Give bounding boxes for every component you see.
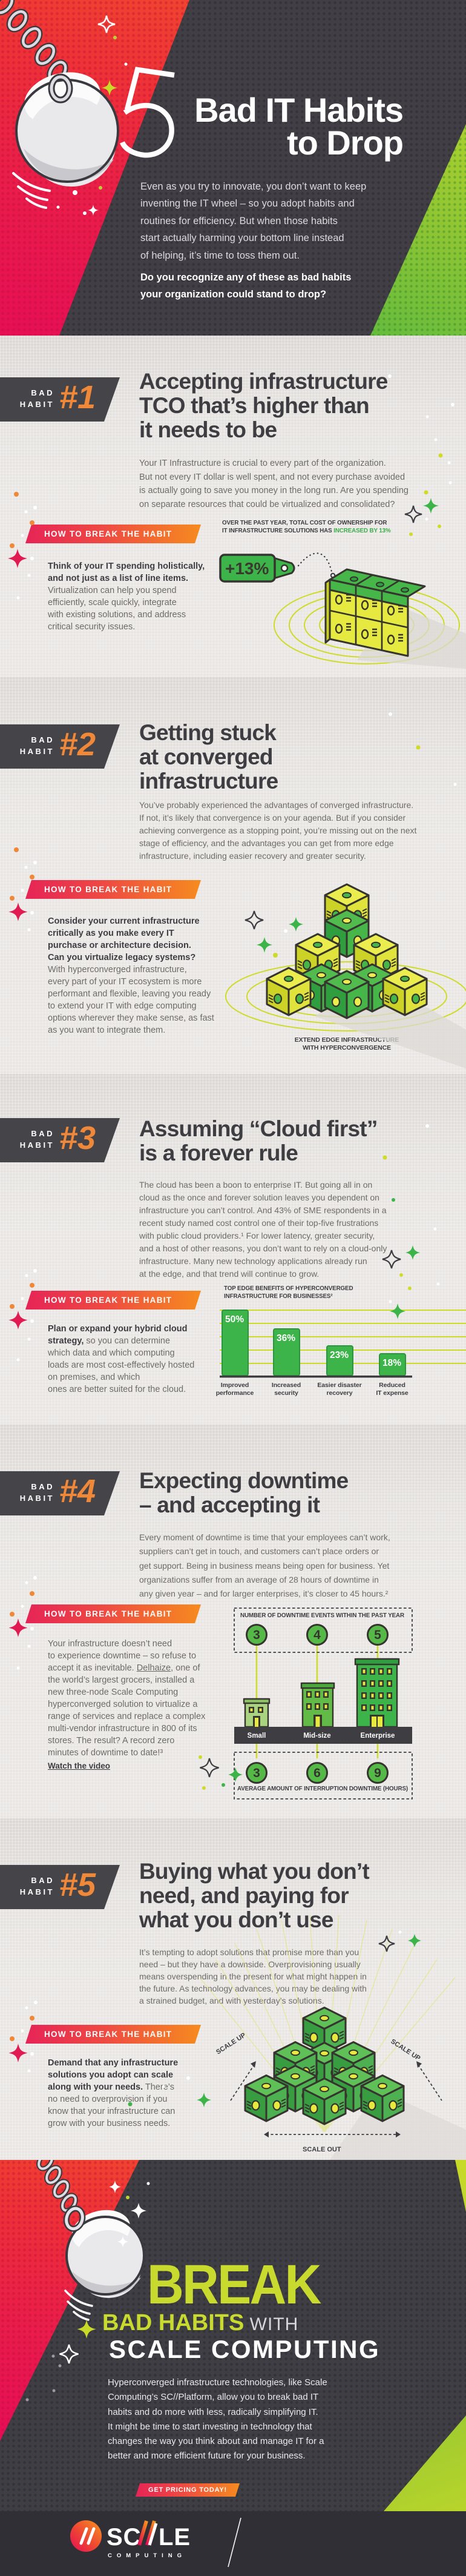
- svg-text:Enterprise: Enterprise: [361, 1732, 395, 1740]
- svg-text:SC: SC: [107, 2524, 142, 2551]
- svg-text:23%: 23%: [330, 1350, 349, 1360]
- svg-text:+13%: +13%: [225, 559, 269, 578]
- svg-text:SCALE OUT: SCALE OUT: [303, 2146, 341, 2153]
- svg-text:Mid-size: Mid-size: [303, 1732, 330, 1740]
- svg-text:50%: 50%: [225, 1314, 244, 1325]
- svg-text:LE: LE: [159, 2524, 191, 2551]
- svg-text:COMPUTING: COMPUTING: [108, 2552, 186, 2559]
- svg-text:18%: 18%: [382, 1358, 401, 1368]
- svg-text:5: 5: [374, 1628, 381, 1642]
- svg-text:Small: Small: [248, 1732, 266, 1740]
- svg-text:36%: 36%: [277, 1333, 295, 1343]
- svg-text:3: 3: [253, 1628, 260, 1642]
- svg-text:SCALE UP: SCALE UP: [215, 2031, 247, 2056]
- svg-text:9: 9: [374, 1766, 381, 1780]
- svg-text:3: 3: [253, 1766, 260, 1780]
- svg-text:4: 4: [313, 1628, 321, 1642]
- svg-text:6: 6: [313, 1766, 321, 1780]
